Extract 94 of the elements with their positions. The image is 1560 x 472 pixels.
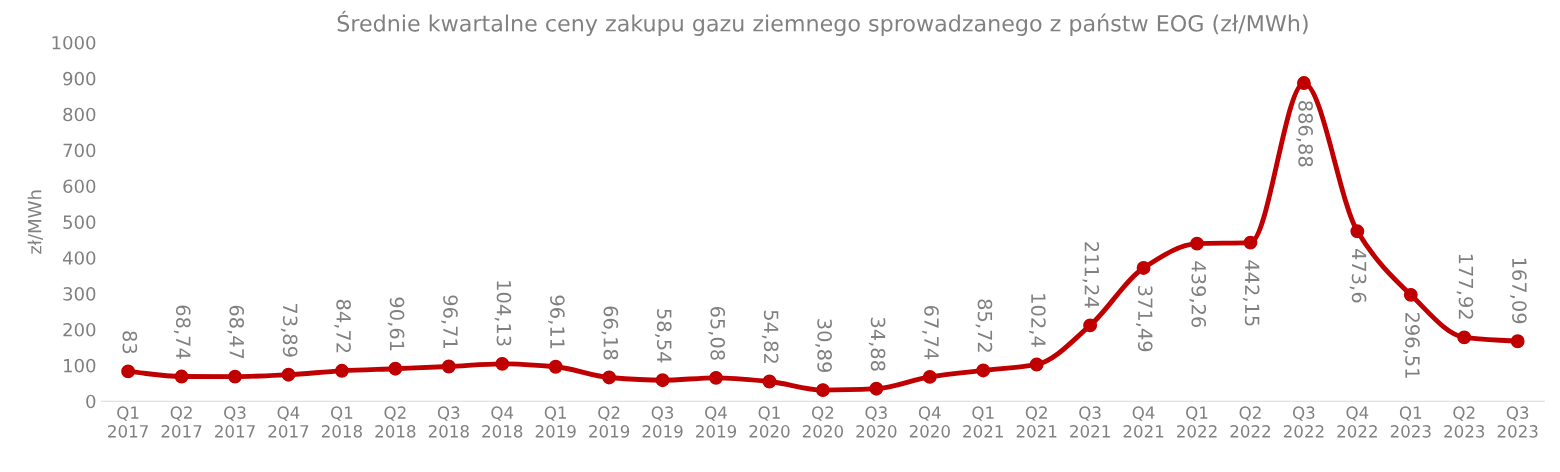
y-tick-label: 700 (63, 143, 96, 158)
x-tick-label: Q4 2019 (696, 406, 737, 438)
x-tick-label: Q4 2017 (268, 406, 309, 438)
y-tick-label: 400 (62, 251, 96, 265)
point (495, 356, 510, 371)
point (1296, 76, 1311, 91)
x-tick-label: Q3 2022 (1283, 406, 1324, 438)
x-tick-label: Q2 2020 (802, 406, 843, 438)
y-tick-label: 300 (63, 287, 96, 301)
point (1403, 287, 1418, 302)
data-label: 439,26 (1189, 261, 1207, 328)
data-label: 886,88 (1296, 101, 1313, 167)
data-label: 102,4 (1029, 294, 1046, 347)
point (922, 369, 937, 384)
y-tick-label: 200 (63, 322, 96, 337)
data-label: 211,24 (1082, 242, 1100, 308)
point (655, 373, 670, 388)
point (388, 361, 403, 376)
x-tick-label: Q1 2018 (321, 406, 362, 438)
y-tick-label: 800 (63, 107, 96, 122)
x-tick-label: Q1 2023 (1390, 406, 1431, 438)
x-tick-label: Q2 2023 (1444, 406, 1485, 438)
point (709, 370, 723, 385)
point (976, 363, 991, 378)
point (174, 369, 189, 384)
x-tick-label: Q1 2017 (108, 406, 148, 438)
x-tick-label: Q4 2020 (909, 406, 950, 438)
point (1190, 236, 1204, 251)
x-tick-label: Q2 2022 (1230, 406, 1270, 438)
x-tick-label: Q1 2022 (1177, 406, 1217, 438)
x-tick-label: Q1 2021 (963, 406, 1003, 438)
data-label: 90,61 (387, 297, 405, 351)
x-tick-label: Q3 2018 (428, 406, 469, 438)
data-label: 67,74 (922, 305, 939, 360)
data-label: 296,51 (1403, 312, 1420, 378)
point (1243, 235, 1258, 250)
data-label: 30,89 (815, 319, 832, 373)
data-label: 371,49 (1135, 286, 1153, 352)
data-label: 83 (122, 331, 138, 354)
y-tick-label: 0 (86, 394, 96, 409)
x-tick-label: Q1 2020 (749, 406, 790, 438)
x-tick-label: Q4 2021 (1123, 406, 1164, 438)
data-label: 54,82 (761, 310, 779, 363)
data-label: 65,08 (708, 306, 726, 360)
point (815, 383, 830, 398)
point (1136, 260, 1151, 275)
data-label: 66,18 (601, 306, 619, 360)
x-tick-label: Q3 2019 (642, 406, 683, 438)
data-label: 104,13 (494, 281, 512, 346)
data-label: 473,6 (1349, 248, 1367, 303)
data-label: 84,72 (334, 299, 351, 353)
point (869, 381, 884, 396)
data-label: 96,11 (548, 295, 565, 349)
x-tick-label: Q4 2018 (482, 406, 523, 438)
chart-title: Średnie kwartalne ceny zakupu gazu ziemnego sprowadzanego z państw EOG (zł/MWh) (337, 10, 1308, 36)
y-tick-label: 600 (63, 179, 96, 194)
point (1510, 334, 1525, 349)
x-tick-label: Q3 2021 (1070, 406, 1110, 438)
data-label: 85,72 (975, 299, 993, 352)
point (281, 367, 296, 382)
data-label: 68,74 (173, 305, 191, 359)
x-tick-label: Q2 2018 (375, 406, 416, 438)
data-label: 73,89 (280, 303, 298, 357)
data-label: 96,71 (441, 295, 458, 349)
x-tick-label: Q2 2019 (589, 406, 630, 438)
x-tick-label: Q2 2021 (1016, 406, 1057, 438)
point (1457, 330, 1472, 345)
data-label: 177,92 (1456, 254, 1474, 319)
point (1350, 224, 1365, 239)
x-tick-label: Q4 2022 (1337, 406, 1377, 438)
point (602, 370, 617, 385)
x-tick-label: Q3 2023 (1497, 406, 1538, 438)
point (1083, 318, 1098, 333)
point (121, 364, 136, 379)
y-tick-label: 1000 (52, 35, 96, 50)
point (334, 363, 349, 378)
y-tick-label: 900 (63, 71, 96, 86)
point (1029, 357, 1044, 372)
data-label: 34,88 (868, 317, 886, 371)
data-label: 442,15 (1242, 260, 1260, 326)
data-label: 58,54 (654, 309, 672, 363)
y-axis-title: zł/MWh (27, 190, 43, 254)
data-label: 68,47 (227, 305, 245, 359)
x-tick-label: Q1 2019 (535, 406, 576, 438)
point (548, 359, 563, 374)
point (228, 369, 242, 384)
point (441, 359, 456, 374)
x-tick-label: Q3 2020 (856, 406, 897, 438)
data-label: 167,09 (1510, 258, 1527, 324)
x-tick-label: Q2 2017 (161, 406, 202, 438)
y-tick-label: 100 (64, 358, 96, 373)
x-tick-label: Q3 2017 (215, 406, 255, 438)
point (762, 374, 777, 389)
y-tick-label: 500 (63, 215, 96, 229)
